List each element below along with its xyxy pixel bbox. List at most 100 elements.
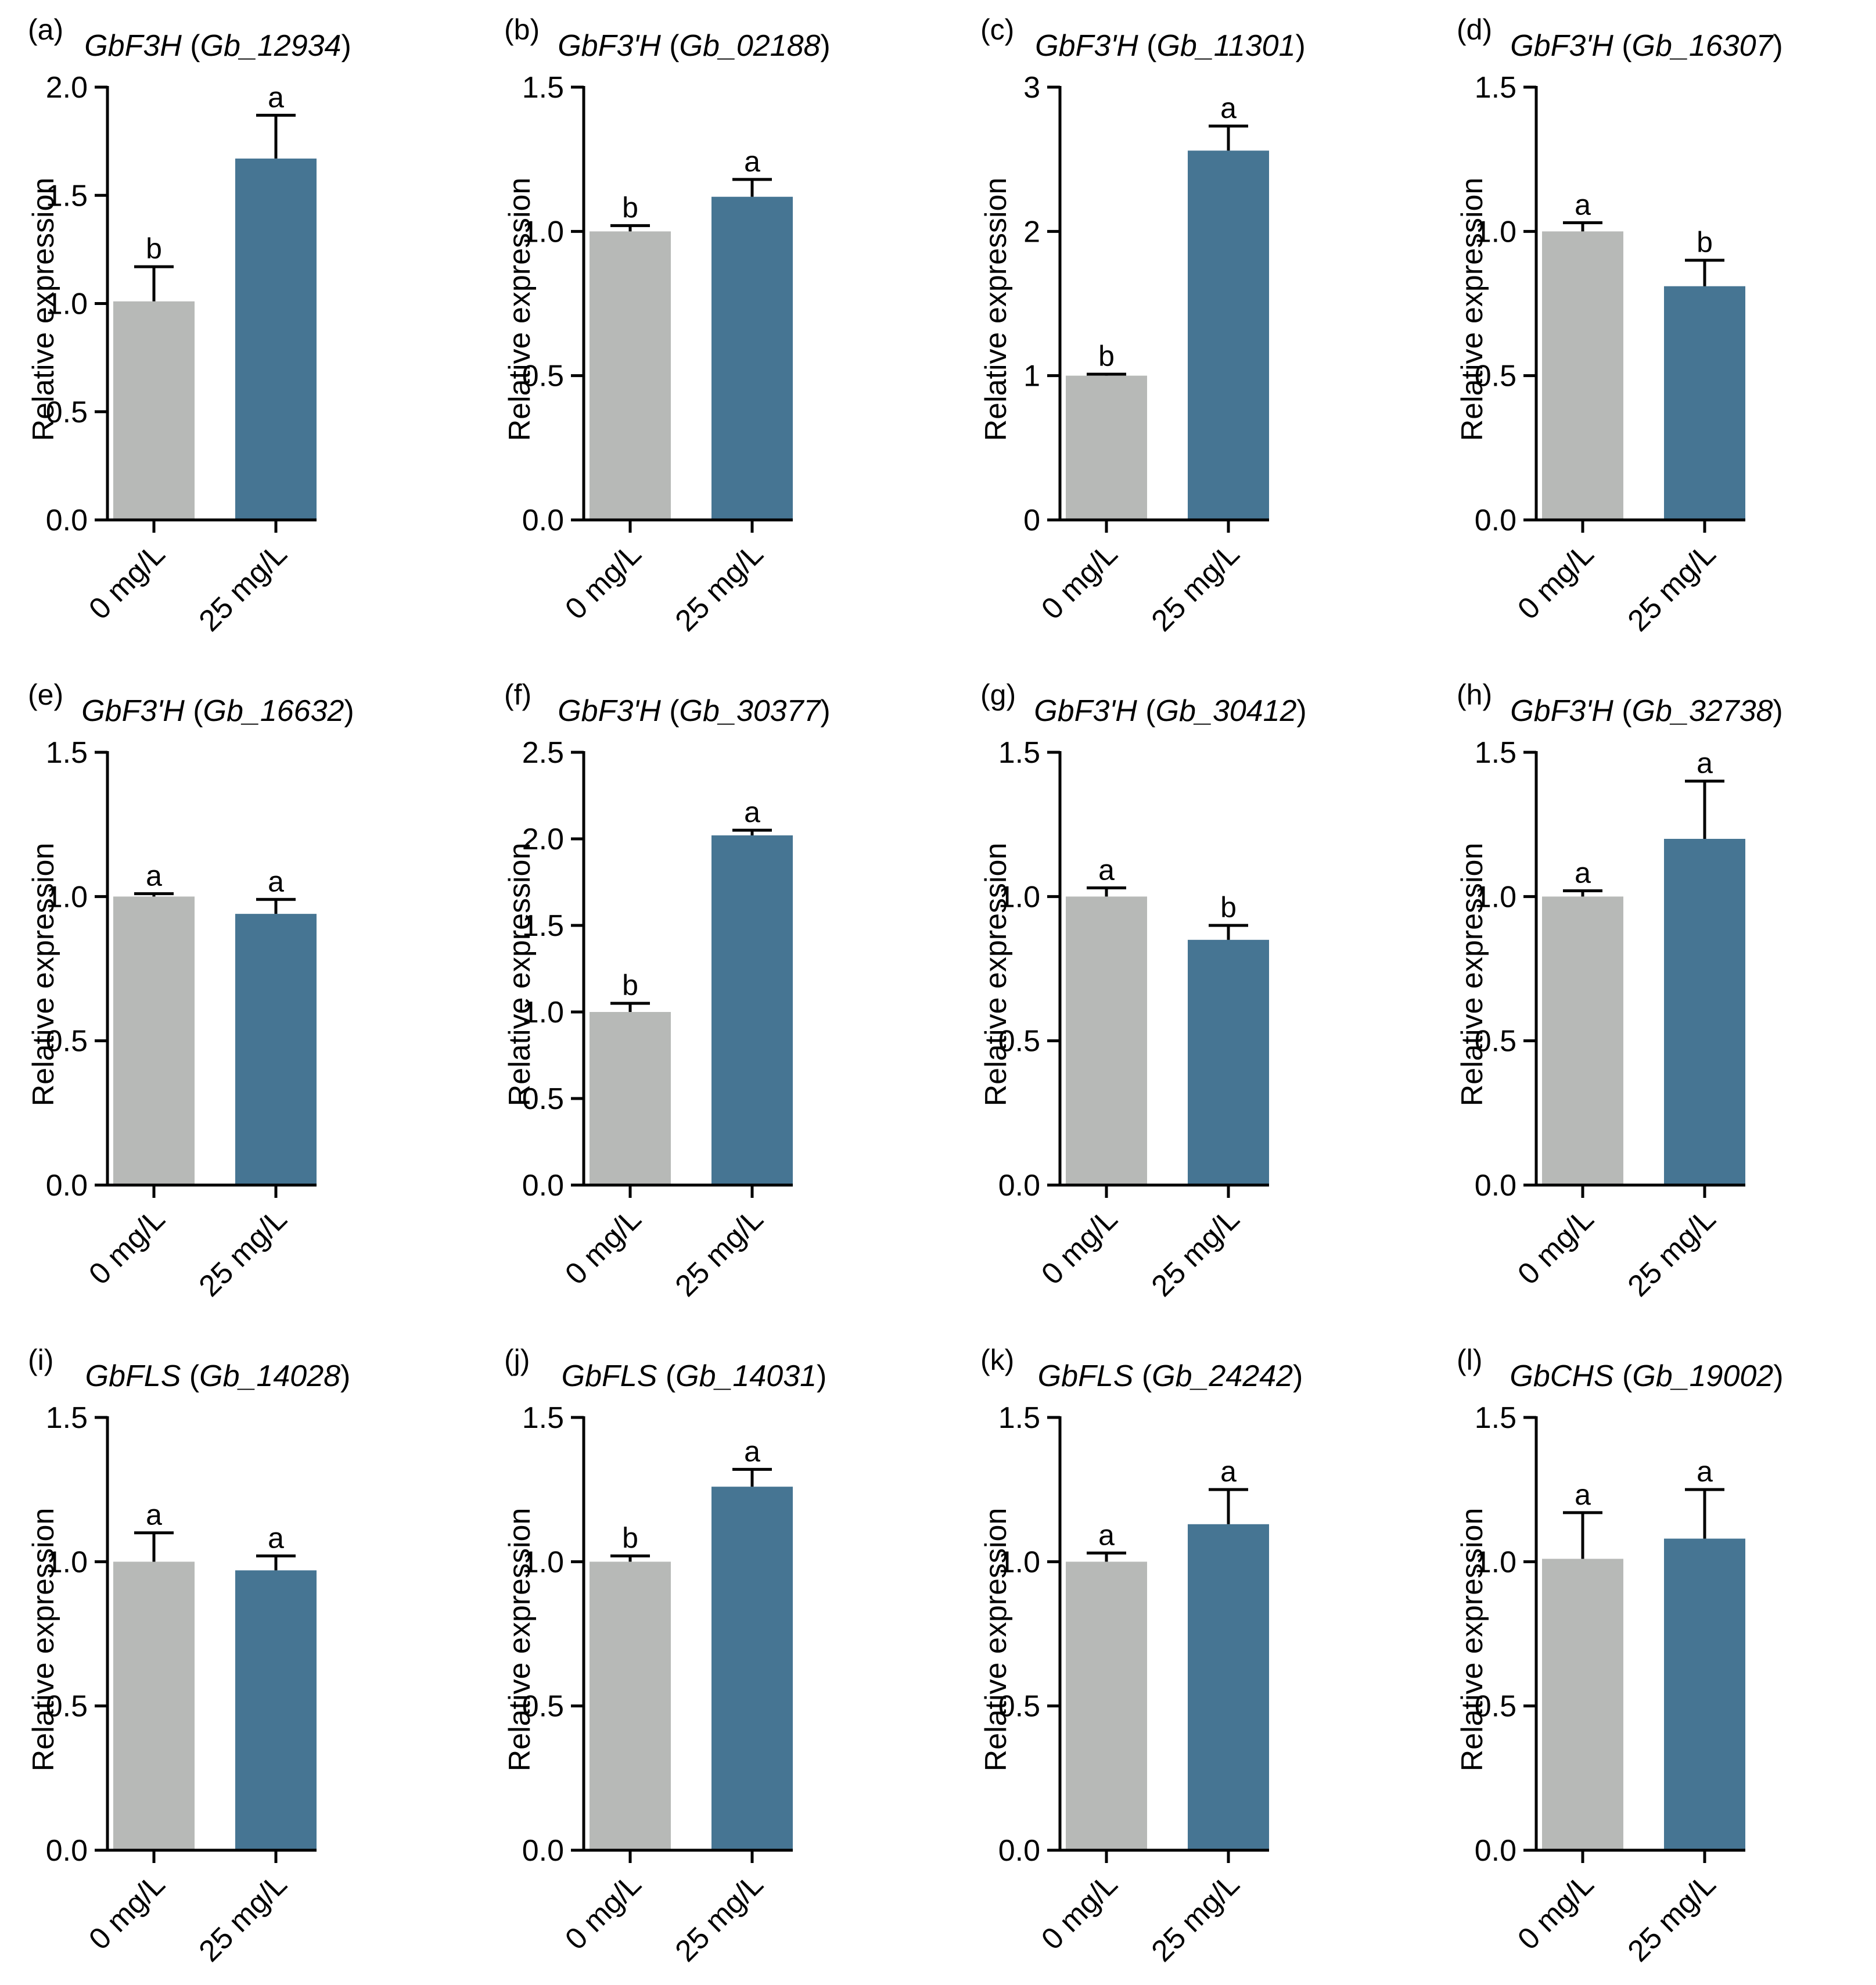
x-tick-label: 25 mg/L bbox=[669, 1202, 770, 1303]
x-tick-label: 0 mg/L bbox=[1035, 1867, 1124, 1956]
significance-letter: a bbox=[268, 81, 284, 113]
y-tick-label: 0.0 bbox=[46, 1834, 88, 1868]
chart-title: GbF3'H (Gb_30377) bbox=[558, 694, 831, 728]
y-tick-label: 0.5 bbox=[1475, 1025, 1516, 1058]
panel-letter: (a) bbox=[28, 13, 63, 46]
y-axis-label: Relative expression bbox=[503, 1508, 537, 1772]
x-tick-label: 0 mg/L bbox=[1035, 537, 1124, 626]
chart-title: GbF3'H (Gb_32738) bbox=[1510, 694, 1783, 728]
bar-treated bbox=[1664, 839, 1745, 1185]
y-tick-label: 1.0 bbox=[1475, 215, 1516, 249]
bar-treated bbox=[711, 1487, 793, 1850]
panel-letter: (b) bbox=[504, 13, 540, 46]
y-tick-label: 1.0 bbox=[522, 996, 564, 1029]
x-tick-label: 25 mg/L bbox=[1145, 1867, 1246, 1968]
y-axis-label: Relative expression bbox=[979, 843, 1013, 1107]
chart-title: GbFLS (Gb_14031) bbox=[562, 1359, 827, 1393]
title-id: Gb_14031 bbox=[675, 1359, 817, 1393]
title-id: Gb_30377 bbox=[680, 694, 822, 728]
y-tick-label: 3 bbox=[1023, 71, 1040, 105]
title-gene: GbFLS bbox=[1038, 1359, 1134, 1393]
y-tick-label: 1.5 bbox=[46, 1401, 88, 1435]
y-tick-label: 1.0 bbox=[522, 1545, 564, 1579]
x-tick-label: 25 mg/L bbox=[1145, 537, 1246, 638]
significance-letter: a bbox=[1098, 1519, 1115, 1551]
panel-letter: (g) bbox=[980, 679, 1016, 711]
panel-letter: (k) bbox=[980, 1344, 1014, 1376]
bar-treated bbox=[711, 835, 793, 1185]
title-gene: GbFLS bbox=[562, 1359, 657, 1393]
chart-title: GbFLS (Gb_14028) bbox=[85, 1359, 351, 1393]
chart-title: GbF3'H (Gb_16307) bbox=[1510, 29, 1783, 63]
y-axis-label: Relative expression bbox=[27, 843, 60, 1107]
x-tick-label: 25 mg/L bbox=[1145, 1202, 1246, 1303]
significance-letter: a bbox=[744, 796, 760, 828]
title-paren-open: ( bbox=[185, 694, 203, 728]
bar-control bbox=[1066, 1562, 1147, 1850]
title-id: Gb_16307 bbox=[1632, 29, 1774, 63]
y-tick-label: 1.0 bbox=[46, 288, 88, 321]
x-tick-label: 0 mg/L bbox=[1035, 1202, 1124, 1291]
title-gene: GbF3'H bbox=[1034, 694, 1137, 728]
title-gene: GbF3'H bbox=[558, 694, 661, 728]
chart-panel-f: (f) GbF3'H (Gb_30377) Relative expression b… bbox=[503, 679, 831, 1303]
chart-panel-g: (g) GbF3'H (Gb_30412) Relative expression a… bbox=[979, 679, 1307, 1303]
y-tick-label: 0.5 bbox=[522, 1082, 564, 1116]
chart-title: GbF3'H (Gb_30412) bbox=[1034, 694, 1307, 728]
bar-treated bbox=[1664, 286, 1745, 520]
x-tick-label: 25 mg/L bbox=[1622, 1867, 1723, 1968]
y-tick-label: 1.5 bbox=[998, 736, 1040, 770]
chart-panel-d: (d) GbF3'H (Gb_16307) Relative expression a… bbox=[1455, 13, 1783, 638]
title-paren-open: ( bbox=[1614, 1359, 1633, 1393]
bar-treated bbox=[711, 196, 793, 520]
x-tick-label: 25 mg/L bbox=[669, 537, 770, 638]
x-tick-label: 25 mg/L bbox=[1622, 1202, 1723, 1303]
significance-letter: a bbox=[1575, 188, 1591, 221]
chart-title: GbF3'H (Gb_02188) bbox=[558, 29, 831, 63]
panel-letter: (c) bbox=[980, 13, 1014, 46]
chart-panel-l: (l) GbCHS (Gb_19002) Relative expression a 0… bbox=[1455, 1344, 1784, 1968]
x-tick-label: 25 mg/L bbox=[1622, 537, 1723, 638]
y-tick-label: 2.0 bbox=[522, 823, 564, 856]
title-gene: GbCHS bbox=[1510, 1359, 1613, 1393]
bar-control bbox=[1066, 896, 1147, 1185]
x-tick-label: 0 mg/L bbox=[559, 537, 648, 626]
title-paren-close: ) bbox=[817, 1359, 826, 1393]
title-paren-open: ( bbox=[181, 1359, 199, 1393]
y-axis-label: Relative expression bbox=[979, 178, 1013, 441]
bar-control bbox=[1066, 375, 1147, 520]
y-tick-label: 0.0 bbox=[998, 1169, 1040, 1203]
title-paren-close: ) bbox=[341, 29, 351, 63]
y-tick-label: 0.0 bbox=[998, 1834, 1040, 1868]
y-tick-label: 0.5 bbox=[46, 1025, 88, 1058]
y-tick-label: 1.5 bbox=[1475, 71, 1516, 105]
panel-letter: (i) bbox=[28, 1344, 53, 1376]
title-id: Gb_11301 bbox=[1156, 29, 1295, 63]
y-tick-label: 1.5 bbox=[1475, 1401, 1516, 1435]
y-tick-label: 0.5 bbox=[1475, 1690, 1516, 1724]
significance-letter: a bbox=[146, 859, 162, 892]
chart-title: GbFLS (Gb_24242) bbox=[1038, 1359, 1303, 1393]
title-paren-open: ( bbox=[1133, 1359, 1152, 1393]
title-paren-close: ) bbox=[1293, 1359, 1303, 1393]
chart-panel-a: (a) GbF3H (Gb_12934)Relative expression b0… bbox=[27, 13, 351, 638]
title-id: Gb_24242 bbox=[1152, 1359, 1293, 1393]
y-tick-label: 1.0 bbox=[522, 215, 564, 249]
y-tick-label: 2.0 bbox=[46, 71, 88, 105]
bar-treated bbox=[1188, 1524, 1269, 1850]
significance-letter: a bbox=[1697, 747, 1713, 780]
title-paren-open: ( bbox=[1138, 29, 1157, 63]
bar-control bbox=[113, 896, 195, 1185]
chart-title: GbF3'H (Gb_11301) bbox=[1035, 29, 1306, 63]
x-tick-label: 0 mg/L bbox=[82, 537, 171, 626]
chart-panel-c: (c) GbF3'H (Gb_11301) Relative expression b… bbox=[979, 13, 1306, 638]
title-paren-close: ) bbox=[1296, 694, 1306, 728]
bar-treated bbox=[1188, 150, 1269, 520]
significance-letter: b bbox=[1220, 891, 1237, 924]
chart-title: GbF3H (Gb_12934) bbox=[84, 29, 351, 63]
title-paren-close: ) bbox=[340, 1359, 350, 1393]
significance-letter: b bbox=[146, 232, 162, 265]
title-id: Gb_14028 bbox=[199, 1359, 340, 1393]
title-paren-close: ) bbox=[1773, 29, 1782, 63]
title-paren-open: ( bbox=[1613, 29, 1632, 63]
